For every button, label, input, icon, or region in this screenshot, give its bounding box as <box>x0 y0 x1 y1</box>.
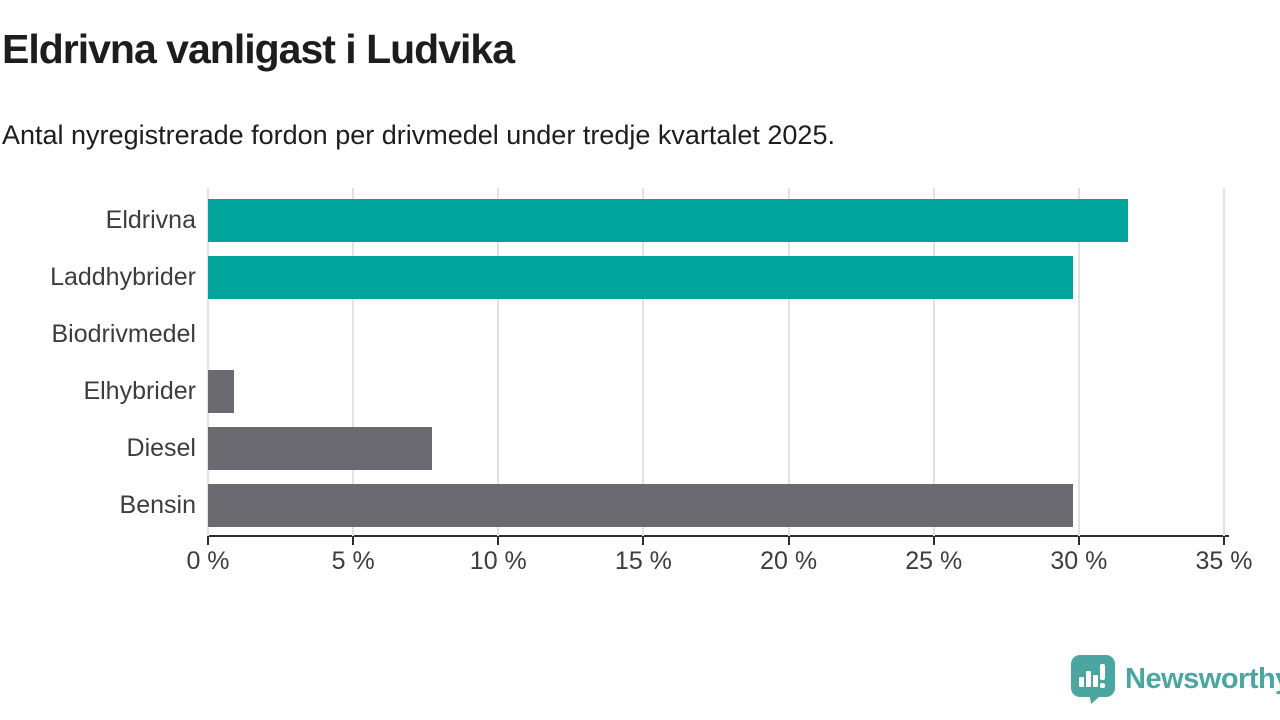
y-axis-labels: Eldrivna Laddhybrider Biodrivmedel Elhybrid… <box>0 188 196 536</box>
bar-bensin <box>208 484 1074 527</box>
x-tick-label-25: 25 % <box>905 547 963 575</box>
chart-subtitle: Antal nyregistrerade fordon per drivmede… <box>2 120 835 150</box>
x-tick-label-30: 30 % <box>1050 547 1108 575</box>
x-tick-label-20: 20 % <box>760 547 818 575</box>
gridline-20 <box>787 188 790 536</box>
y-label-bensin: Bensin <box>119 491 196 519</box>
plot-area <box>207 188 1229 545</box>
gridline-25 <box>932 188 935 536</box>
axis-tick-15 <box>642 536 645 545</box>
x-tick-label-10: 10 % <box>469 547 527 575</box>
bar-diesel <box>208 427 432 470</box>
x-tick-label-0: 0 % <box>186 547 230 575</box>
y-label-elhybrider: Elhybrider <box>83 377 196 405</box>
y-label-eldrivna: Eldrivna <box>105 206 196 234</box>
newsworthy-speech-bubble-chart-icon <box>1070 654 1116 704</box>
bar-eldrivna <box>208 199 1129 242</box>
axis-tick-20 <box>787 536 790 545</box>
x-tick-label-15: 15 % <box>614 547 672 575</box>
gridline-15 <box>642 188 645 536</box>
y-label-biodrivmedel: Biodrivmedel <box>51 320 196 348</box>
axis-tick-0 <box>207 536 209 545</box>
newsworthy-logo-link[interactable]: Newsworthy <box>1070 654 1280 704</box>
y-label-diesel: Diesel <box>126 434 196 462</box>
gridline-0 <box>207 188 209 536</box>
axis-tick-35 <box>1223 536 1225 545</box>
x-tick-label-5: 5 % <box>331 547 375 575</box>
page-title: Eldrivna vanligast i Ludvika <box>2 26 515 72</box>
bar-elhybrider <box>208 370 235 413</box>
y-label-laddhybrider: Laddhybrider <box>50 263 196 291</box>
axis-tick-25 <box>932 536 935 545</box>
axis-tick-30 <box>1077 536 1080 545</box>
x-tick-label-35: 35 % <box>1195 547 1253 575</box>
gridline-5 <box>352 188 355 536</box>
axis-tick-10 <box>497 536 500 545</box>
bar-laddhybrider <box>208 256 1074 299</box>
x-axis-line <box>208 535 1229 537</box>
axis-tick-5 <box>352 536 355 545</box>
gridline-10 <box>497 188 500 536</box>
x-axis-tick-labels: 0 % 5 % 10 % 15 % 20 % 25 % 30 % 35 % <box>186 547 1252 579</box>
logo-wordmark: Newsworthy <box>1125 662 1280 695</box>
gridline-35 <box>1223 188 1225 536</box>
gridline-30 <box>1077 188 1080 536</box>
